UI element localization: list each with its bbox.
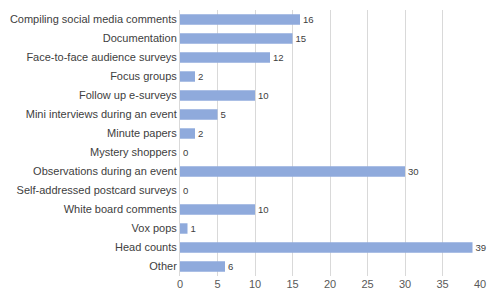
- svg-text:2: 2: [198, 128, 203, 139]
- svg-text:0: 0: [177, 278, 183, 290]
- svg-text:12: 12: [273, 52, 284, 63]
- svg-text:Self-addressed postcard survey: Self-addressed postcard surveys: [17, 184, 178, 196]
- svg-text:2: 2: [198, 71, 203, 82]
- svg-text:30: 30: [399, 278, 411, 290]
- svg-text:Mystery shoppers: Mystery shoppers: [90, 146, 177, 158]
- svg-text:10: 10: [249, 278, 261, 290]
- svg-text:Follow up e-surveys: Follow up e-surveys: [79, 89, 177, 101]
- svg-text:39: 39: [476, 242, 487, 253]
- svg-text:Compiling social media comment: Compiling social media comments: [10, 13, 177, 25]
- svg-text:30: 30: [408, 166, 419, 177]
- svg-text:10: 10: [258, 90, 269, 101]
- svg-text:25: 25: [361, 278, 373, 290]
- svg-text:0: 0: [183, 147, 188, 158]
- svg-text:20: 20: [324, 278, 336, 290]
- svg-text:15: 15: [286, 278, 298, 290]
- svg-text:Documentation: Documentation: [103, 32, 177, 44]
- svg-text:White board comments: White board comments: [64, 203, 178, 215]
- svg-text:10: 10: [258, 204, 269, 215]
- svg-text:1: 1: [191, 223, 196, 234]
- svg-text:15: 15: [296, 33, 307, 44]
- svg-text:Head counts: Head counts: [115, 241, 177, 253]
- svg-text:0: 0: [183, 185, 188, 196]
- svg-text:Observations during an event: Observations during an event: [33, 165, 177, 177]
- svg-text:Vox pops: Vox pops: [132, 222, 178, 234]
- svg-text:Other: Other: [149, 260, 177, 272]
- svg-text:16: 16: [303, 14, 314, 25]
- svg-text:5: 5: [221, 109, 226, 120]
- svg-text:Face-to-face audience surveys: Face-to-face audience surveys: [26, 51, 177, 63]
- svg-text:5: 5: [214, 278, 220, 290]
- svg-text:35: 35: [436, 278, 448, 290]
- svg-text:Minute papers: Minute papers: [107, 127, 177, 139]
- svg-text:6: 6: [228, 261, 233, 272]
- svg-text:40: 40: [474, 278, 486, 290]
- svg-text:Mini interviews during an even: Mini interviews during an event: [26, 108, 177, 120]
- svg-text:Focus groups: Focus groups: [110, 70, 177, 82]
